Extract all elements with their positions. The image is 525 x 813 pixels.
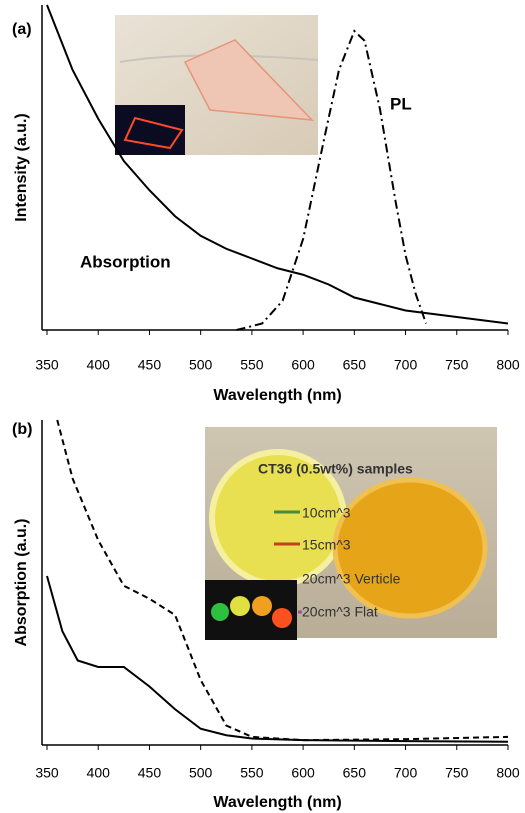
x-tick-label: 500 [189, 765, 213, 781]
inset-text: CT36 (0.5wt%) samples [258, 461, 413, 477]
inset-text: 15cm^3 [302, 537, 351, 553]
panel-label: (b) [12, 421, 32, 438]
x-tick-label: 750 [445, 357, 469, 373]
x-tick-label: 700 [394, 765, 418, 781]
x-tick-label: 350 [35, 357, 59, 373]
inset-text: 20cm^3 Flat [302, 604, 378, 620]
x-tick-label: 600 [291, 357, 315, 373]
x-tick-label: 550 [240, 357, 264, 373]
annotation: PL [390, 94, 412, 113]
panel-label: (a) [12, 21, 32, 38]
annotation: Absorption [80, 252, 171, 271]
y-axis-label: Intensity (a.u.) [13, 113, 30, 221]
x-tick-label: 800 [496, 357, 520, 373]
x-tick-label: 450 [138, 357, 162, 373]
x-tick-label: 350 [35, 765, 59, 781]
x-tick-label: 650 [343, 765, 367, 781]
x-tick-label: 450 [138, 765, 162, 781]
x-tick-label: 600 [291, 765, 315, 781]
inset-photo [115, 15, 318, 155]
inset-text: 20cm^3 Verticle [302, 571, 401, 587]
x-tick-label: 550 [240, 765, 264, 781]
x-tick-label: 500 [189, 357, 213, 373]
x-tick-label: 800 [496, 765, 520, 781]
x-tick-label: 750 [445, 765, 469, 781]
x-axis-label: Wavelength (nm) [213, 794, 341, 811]
x-tick-label: 650 [343, 357, 367, 373]
x-tick-label: 700 [394, 357, 418, 373]
x-tick-label: 400 [87, 765, 111, 781]
y-axis-label: Absorption (a.u.) [13, 519, 30, 647]
x-axis-label: Wavelength (nm) [213, 387, 341, 404]
inset-text: 10cm^3 [302, 505, 351, 521]
x-tick-label: 400 [87, 357, 111, 373]
figure: 350 400 450 500 550 600 650 700 750 800 Wavelength… [0, 0, 525, 813]
